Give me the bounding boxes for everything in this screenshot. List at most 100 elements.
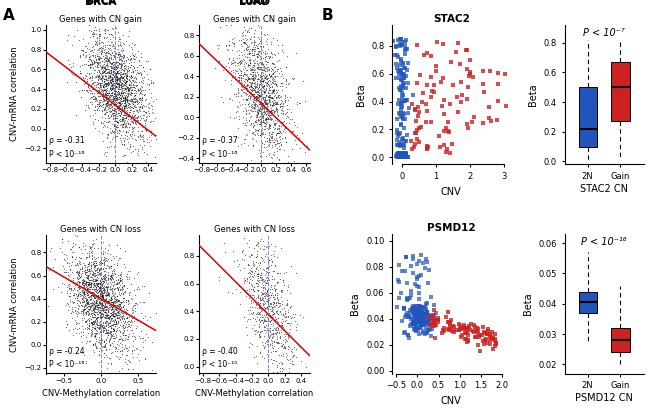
Point <box>262 110 272 116</box>
Point <box>419 313 429 320</box>
Point <box>124 99 135 106</box>
Point <box>104 296 114 303</box>
Point <box>280 332 291 339</box>
Point <box>105 86 115 93</box>
Point <box>116 117 127 124</box>
Point <box>261 120 271 127</box>
Point <box>107 278 118 285</box>
Point <box>278 345 289 352</box>
Point <box>463 338 473 344</box>
Point <box>235 102 246 109</box>
Point <box>233 87 244 93</box>
Point <box>413 319 424 325</box>
Point <box>64 273 74 279</box>
Point <box>114 77 125 83</box>
Point <box>109 81 120 88</box>
Point <box>252 112 262 119</box>
Point <box>86 302 97 308</box>
Point <box>398 142 409 149</box>
Point <box>483 327 493 334</box>
Point <box>254 83 265 90</box>
Point <box>473 342 484 348</box>
Point <box>139 92 150 98</box>
Point <box>114 284 124 290</box>
Point <box>88 296 98 303</box>
Point <box>97 260 107 266</box>
Point <box>117 87 127 93</box>
Point <box>113 285 124 291</box>
Point <box>256 78 266 84</box>
Point <box>400 151 411 157</box>
Point <box>91 298 101 305</box>
Point <box>134 106 144 112</box>
Point <box>114 100 124 107</box>
Point <box>75 261 85 267</box>
Point <box>237 32 247 39</box>
Point <box>77 277 87 283</box>
Point <box>75 52 86 59</box>
Point <box>115 56 125 62</box>
Point <box>122 76 132 83</box>
Point <box>493 80 503 87</box>
Point <box>91 288 101 295</box>
Point <box>245 90 255 97</box>
Point <box>270 82 281 88</box>
Point <box>266 41 276 48</box>
Point <box>254 262 265 269</box>
Point <box>106 63 116 70</box>
Point <box>460 330 470 337</box>
Point <box>90 73 101 80</box>
Point <box>276 92 286 99</box>
Point <box>119 103 129 110</box>
Point <box>112 103 122 110</box>
Point <box>102 364 112 371</box>
Point <box>242 71 252 77</box>
X-axis label: CNV-Methylation correlation: CNV-Methylation correlation <box>195 389 313 398</box>
Point <box>118 103 129 110</box>
Point <box>83 254 94 261</box>
Point <box>107 305 118 312</box>
Point <box>114 92 125 99</box>
Point <box>122 65 133 71</box>
Point <box>125 115 136 122</box>
Point <box>110 346 120 353</box>
Point <box>300 364 311 370</box>
Point <box>111 91 122 98</box>
Point <box>112 63 123 70</box>
Point <box>82 284 92 291</box>
Point <box>421 308 432 315</box>
Point <box>121 79 131 86</box>
Point <box>445 325 456 332</box>
Point <box>259 90 269 96</box>
Point <box>99 257 110 264</box>
Point <box>244 280 255 287</box>
Point <box>119 305 129 312</box>
Point <box>457 92 467 98</box>
Point <box>399 75 410 81</box>
PathPatch shape <box>578 87 597 146</box>
Point <box>122 159 132 166</box>
Point <box>125 56 135 63</box>
Point <box>138 339 148 346</box>
Point <box>413 313 423 320</box>
Point <box>274 122 284 129</box>
Point <box>272 280 282 286</box>
Point <box>77 281 87 288</box>
Point <box>282 105 293 112</box>
Point <box>256 291 266 298</box>
Point <box>394 279 404 286</box>
Point <box>83 317 94 323</box>
Point <box>252 280 263 287</box>
Point <box>250 128 260 134</box>
Point <box>239 68 250 75</box>
Point <box>94 351 105 357</box>
Point <box>122 83 132 90</box>
Point <box>105 251 115 257</box>
Point <box>85 303 96 309</box>
Point <box>83 310 94 316</box>
Point <box>241 41 252 48</box>
Point <box>253 281 263 288</box>
Point <box>84 325 94 331</box>
Point <box>251 93 261 100</box>
Point <box>97 347 107 354</box>
